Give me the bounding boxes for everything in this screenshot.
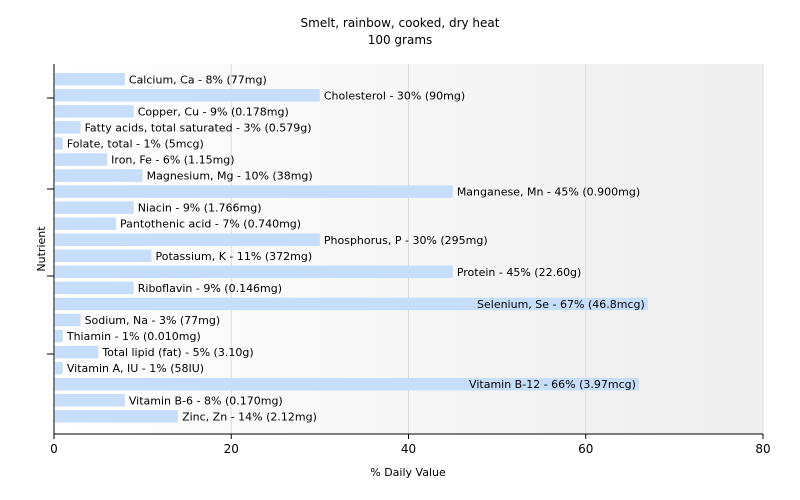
- bar: [55, 201, 134, 214]
- x-tick-label: 40: [401, 442, 416, 456]
- bar: [55, 410, 179, 423]
- bar-label: Manganese, Mn - 45% (0.900mg): [457, 186, 640, 199]
- bar: [55, 185, 453, 198]
- bar-label: Potassium, K - 11% (372mg): [155, 250, 312, 263]
- bar-label: Vitamin A, IU - 1% (58IU): [67, 362, 204, 375]
- x-axis-title: % Daily Value: [370, 466, 446, 479]
- bar-label: Phosphorus, P - 30% (295mg): [324, 234, 488, 247]
- x-tick-label: 0: [50, 442, 58, 456]
- bar: [55, 345, 99, 359]
- bar: [55, 217, 117, 230]
- x-tick-label: 60: [578, 442, 593, 456]
- bar-label: Niacin - 9% (1.766mg): [138, 202, 262, 215]
- x-tick-label: 20: [224, 442, 239, 456]
- bar: [55, 329, 63, 343]
- bar-label: Sodium, Na - 3% (77mg): [85, 314, 221, 327]
- bar: [55, 265, 453, 279]
- bar-label: Fatty acids, total saturated - 3% (0.579…: [85, 121, 312, 134]
- y-axis-title: Nutrient: [35, 226, 48, 272]
- bar: [55, 137, 63, 150]
- bar-label: Cholesterol - 30% (90mg): [324, 89, 465, 102]
- bar: [55, 394, 125, 407]
- bar: [55, 121, 81, 134]
- bar: [55, 249, 152, 263]
- bar: [55, 73, 125, 86]
- bar-label: Pantothenic acid - 7% (0.740mg): [120, 218, 301, 231]
- bar-label: Vitamin B-6 - 8% (0.170mg): [129, 394, 283, 407]
- bar-label: Thiamin - 1% (0.010mg): [66, 330, 201, 343]
- bar-label: Copper, Cu - 9% (0.178mg): [138, 105, 289, 118]
- bar: [55, 105, 134, 118]
- chart-subtitle: 100 grams: [368, 33, 433, 47]
- axes: 0 20 40 60 80: [47, 64, 771, 456]
- chart-title: Smelt, rainbow, cooked, dry heat: [301, 16, 500, 30]
- gridlines: [230, 64, 764, 434]
- bar: [55, 89, 320, 102]
- bars: Calcium, Ca - 8% (77mg) Cholesterol - 30%…: [55, 73, 648, 423]
- bar-label: Calcium, Ca - 8% (77mg): [129, 73, 267, 86]
- x-tick-label: 80: [755, 442, 770, 456]
- bar: [55, 377, 639, 391]
- bar-label: Magnesium, Mg - 10% (38mg): [147, 170, 313, 183]
- bar: [55, 313, 81, 327]
- bar-label: Vitamin B-12 - 66% (3.97mcg): [469, 378, 636, 391]
- bar-label: Iron, Fe - 6% (1.15mg): [111, 154, 234, 167]
- bar-label: Folate, total - 1% (5mcg): [67, 137, 204, 150]
- bar-label: Protein - 45% (22.60g): [457, 266, 582, 279]
- bar: [55, 361, 63, 375]
- bar-label: Zinc, Zn - 14% (2.12mg): [182, 410, 317, 423]
- bar: [55, 233, 320, 246]
- bar: [55, 169, 143, 182]
- bar: [55, 153, 108, 166]
- bar-label: Selenium, Se - 67% (46.8mcg): [477, 298, 645, 311]
- bar: [55, 281, 134, 295]
- bar: [55, 297, 648, 311]
- bar-label: Total lipid (fat) - 5% (3.10g): [101, 346, 253, 359]
- bar-label: Riboflavin - 9% (0.146mg): [138, 282, 282, 295]
